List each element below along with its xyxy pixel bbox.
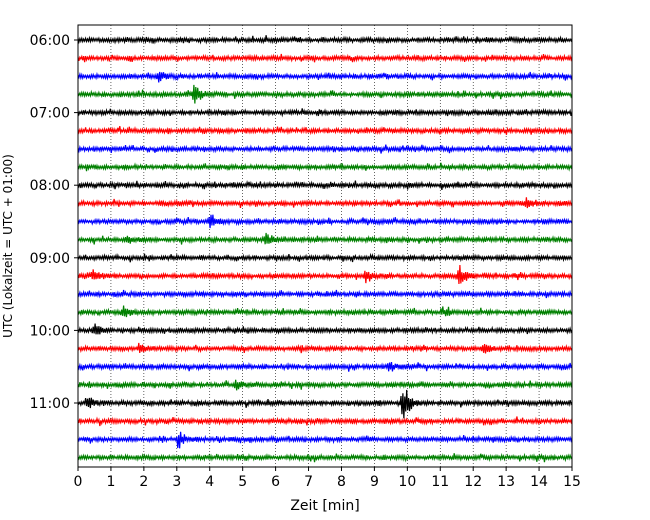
x-tick-label-9: 9 bbox=[370, 474, 379, 490]
trace-row-11 bbox=[77, 232, 573, 245]
x-tick-label-3: 3 bbox=[172, 474, 181, 490]
x-tick-label-7: 7 bbox=[304, 474, 313, 490]
trace-row-17 bbox=[77, 342, 573, 354]
trace-row-4 bbox=[77, 107, 573, 118]
trace-row-5 bbox=[77, 125, 573, 136]
x-axis-title: Zeit [min] bbox=[290, 498, 359, 514]
x-tick-label-12: 12 bbox=[464, 474, 482, 490]
trace-row-15 bbox=[77, 305, 573, 318]
trace-row-0 bbox=[77, 35, 573, 45]
trace-row-1 bbox=[77, 53, 573, 63]
y-tick-label-1: 07:00 bbox=[30, 106, 70, 122]
trace-row-18 bbox=[77, 361, 573, 372]
trace-row-21 bbox=[77, 416, 573, 427]
trace-row-20 bbox=[77, 389, 573, 419]
seismic-traces bbox=[77, 35, 573, 463]
x-tick-label-6: 6 bbox=[271, 474, 280, 490]
x-tick-label-13: 13 bbox=[497, 474, 515, 490]
trace-row-14 bbox=[77, 289, 573, 299]
trace-row-10 bbox=[77, 214, 573, 229]
trace-row-9 bbox=[77, 197, 573, 209]
trace-row-23 bbox=[77, 452, 573, 463]
x-tick-label-15: 15 bbox=[563, 474, 581, 490]
x-tick-label-8: 8 bbox=[337, 474, 346, 490]
trace-row-12 bbox=[77, 252, 573, 263]
y-axis-title: UTC (Lokalzeit = UTC + 01:00) bbox=[1, 154, 15, 338]
x-tick-label-10: 10 bbox=[398, 474, 416, 490]
plot-frame bbox=[77, 24, 573, 468]
trace-row-7 bbox=[77, 162, 573, 172]
y-tick-label-3: 09:00 bbox=[30, 251, 70, 267]
trace-row-22 bbox=[77, 431, 573, 449]
x-tick-label-0: 0 bbox=[74, 474, 83, 490]
x-tick-label-5: 5 bbox=[238, 474, 247, 490]
trace-row-8 bbox=[77, 180, 573, 191]
trace-row-6 bbox=[77, 144, 573, 154]
y-axis-ticks: 06:00 07:00 08:00 09:00 10:00 11:00 bbox=[30, 33, 78, 412]
y-tick-label-4: 10:00 bbox=[30, 323, 70, 339]
y-tick-label-0: 06:00 bbox=[30, 33, 70, 49]
x-tick-label-2: 2 bbox=[139, 474, 148, 490]
x-tick-label-14: 14 bbox=[530, 474, 548, 490]
y-tick-label-5: 11:00 bbox=[30, 396, 70, 412]
trace-row-19 bbox=[77, 379, 573, 391]
x-axis-ticks: 0 1 2 3 4 5 6 7 8 9 10 11 12 13 14 15 bbox=[74, 467, 581, 490]
x-tick-label-4: 4 bbox=[205, 474, 214, 490]
trace-row-3 bbox=[77, 84, 573, 104]
trace-row-2 bbox=[77, 71, 573, 83]
x-tick-label-11: 11 bbox=[431, 474, 449, 490]
trace-row-16 bbox=[77, 323, 573, 335]
x-tick-label-1: 1 bbox=[106, 474, 115, 490]
y-tick-label-2: 08:00 bbox=[30, 178, 70, 194]
trace-row-13 bbox=[77, 264, 573, 284]
